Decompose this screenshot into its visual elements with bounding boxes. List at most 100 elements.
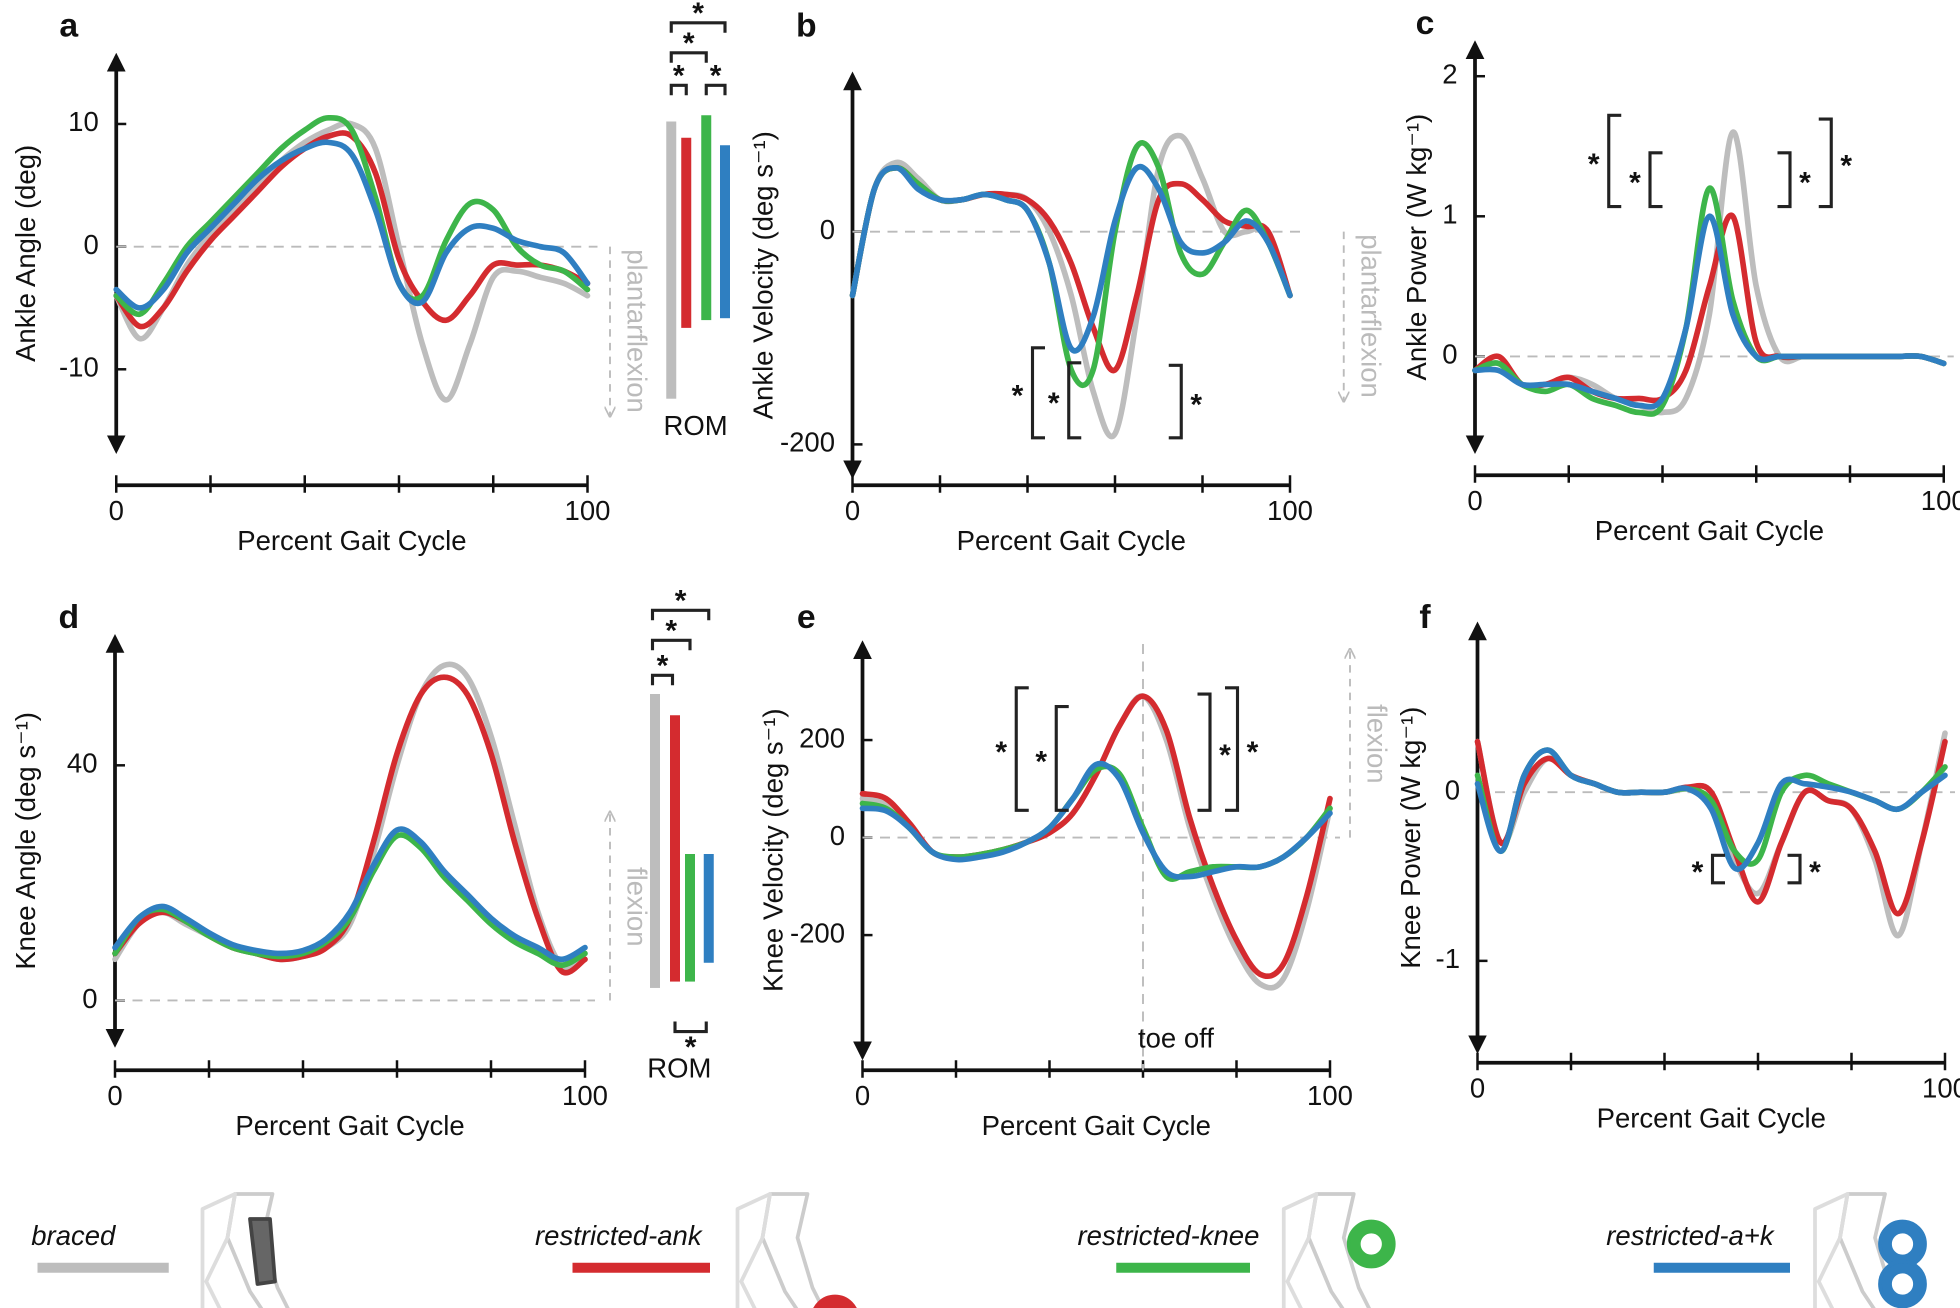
- y-tick-label: 0: [1445, 774, 1460, 805]
- panel: e -200 0 200 Knee Velocity (deg s⁻¹) 0 100 Perc…: [757, 598, 1392, 1141]
- significance-star: *: [665, 615, 677, 648]
- y-tick-label: 10: [68, 106, 99, 137]
- series-line: [859, 693, 1333, 991]
- rom-bar: [670, 715, 680, 982]
- rom-bar: [703, 854, 714, 963]
- panel-letter: e: [797, 598, 816, 636]
- y-tick-label: -1: [1436, 943, 1460, 974]
- x-tick-label: 0: [845, 495, 860, 526]
- bracket: [1607, 113, 1622, 209]
- direction-label: plantarflexion: [1355, 234, 1386, 398]
- series-line: [113, 139, 591, 311]
- rom-label: ROM: [647, 1053, 711, 1084]
- significance-star: *: [1840, 150, 1852, 183]
- significance-star: *: [1629, 167, 1641, 200]
- panel: f -1 0 Knee Power (W kg⁻¹) 0 100 Percent Gait …: [1395, 598, 1960, 1134]
- panel-letter: d: [58, 598, 79, 636]
- y-tick-label: 0: [82, 983, 97, 1014]
- series-line: [113, 115, 591, 317]
- significance-star: *: [657, 650, 669, 683]
- x-tick-label: 0: [107, 1080, 122, 1111]
- significance-star: *: [1588, 148, 1600, 181]
- significance-star: *: [1692, 856, 1704, 889]
- direction-label: flexion: [1362, 704, 1393, 784]
- significance-star: *: [685, 1031, 697, 1064]
- panel: b -200 0 Ankle Velocity (deg s⁻¹) 0 100 Percen…: [747, 7, 1386, 556]
- leg-icons: [200, 1192, 1927, 1308]
- x-tick-label: 100: [565, 495, 611, 526]
- series-line: [849, 164, 1293, 374]
- y-axis-label: Knee Angle (deg s⁻¹): [10, 712, 41, 970]
- y-axis-label: Knee Power (W kg⁻¹): [1395, 707, 1426, 969]
- series-line: [113, 120, 591, 403]
- significance-star: *: [1048, 387, 1060, 420]
- significance-star: *: [1247, 736, 1259, 769]
- significance-star: *: [710, 60, 722, 93]
- x-tick-label: 0: [1470, 1073, 1485, 1104]
- rom-bar: [720, 145, 730, 319]
- panel-letter: b: [796, 7, 817, 45]
- panel-letter: f: [1419, 598, 1431, 636]
- y-tick-label: 0: [1442, 339, 1457, 370]
- panel-letter: c: [1416, 4, 1435, 42]
- legend-label: restricted-knee: [1078, 1220, 1260, 1251]
- y-tick-label: 0: [830, 820, 845, 851]
- y-axis-label: Ankle Angle (deg): [10, 145, 41, 362]
- x-tick-label: 100: [562, 1080, 608, 1111]
- toe-off-label: toe off: [1138, 1023, 1214, 1054]
- y-axis-label: Knee Velocity (deg s⁻¹): [757, 708, 788, 992]
- rom-bar: [685, 854, 695, 982]
- y-tick-label: 1: [1442, 199, 1457, 230]
- bracket: [650, 638, 692, 651]
- bracket: [669, 21, 727, 33]
- significance-star: *: [692, 0, 704, 30]
- bracket: [650, 608, 711, 621]
- series-line: [859, 693, 1333, 980]
- x-tick-label: 100: [1921, 485, 1960, 516]
- significance-star: *: [995, 736, 1007, 769]
- panel: d 0 40 Knee Angle (deg s⁻¹) 0 100 Percent Gait…: [10, 598, 714, 1141]
- bracket: [1777, 151, 1792, 209]
- series-line: [1474, 747, 1948, 872]
- significance-star: *: [1809, 856, 1821, 889]
- x-axis-label: Percent Gait Cycle: [957, 525, 1186, 556]
- bracket: [1030, 346, 1045, 440]
- rom-bar: [650, 694, 660, 988]
- series-line: [849, 140, 1293, 389]
- bracket: [1225, 686, 1240, 812]
- x-tick-label: 100: [1922, 1073, 1960, 1104]
- series-line: [1474, 730, 1948, 939]
- panel: c 0 1 2 Ankle Power (W kg⁻¹) 0 100 Percent Gait…: [1401, 4, 1960, 546]
- y-tick-label: -200: [790, 917, 845, 948]
- rom-bar: [681, 137, 692, 328]
- x-tick-label: 100: [1267, 495, 1313, 526]
- y-tick-label: 40: [67, 748, 98, 779]
- rom-bar: [701, 115, 712, 321]
- y-tick-label: 0: [820, 214, 835, 245]
- y-tick-label: 0: [83, 229, 98, 260]
- x-axis-label: Percent Gait Cycle: [237, 525, 466, 556]
- series-line: [1472, 129, 1947, 416]
- significance-star: *: [1190, 388, 1202, 421]
- bracket: [1197, 692, 1212, 812]
- bracket: [1168, 363, 1183, 440]
- direction-label: flexion: [622, 867, 653, 946]
- y-tick-label: -200: [780, 427, 835, 458]
- series-line: [1472, 213, 1947, 410]
- y-axis-label: Ankle Power (W kg⁻¹): [1401, 114, 1432, 381]
- y-tick-label: -10: [59, 352, 99, 383]
- legend-label: restricted-ank: [535, 1220, 703, 1251]
- significance-star: *: [1035, 745, 1047, 778]
- series-line: [113, 130, 591, 330]
- series-line: [112, 832, 588, 969]
- panel: a -10 0 10 Ankle Angle (deg) 0 100 Percent Gait…: [10, 7, 730, 556]
- rom-label: ROM: [664, 410, 728, 441]
- y-tick-label: 200: [799, 722, 845, 753]
- bracket: [673, 1021, 708, 1034]
- series-line: [859, 763, 1333, 882]
- bracket: [704, 83, 727, 96]
- x-tick-label: 0: [855, 1080, 870, 1111]
- x-tick-label: 100: [1307, 1080, 1353, 1111]
- bracket: [1067, 361, 1082, 440]
